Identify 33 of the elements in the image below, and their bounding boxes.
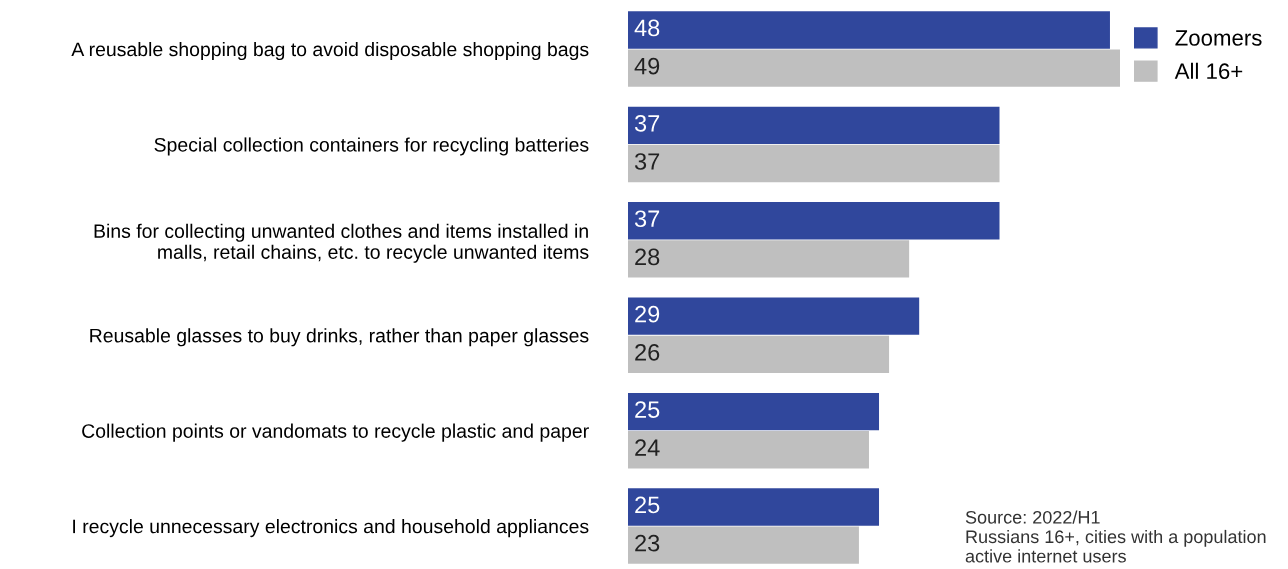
y-tick-label: Reusable glasses to buy drinks, rather than paper glasses	[90, 328, 589, 347]
data-label: 37	[634, 114, 660, 132]
data-label: 37	[634, 210, 660, 228]
bar	[628, 297, 920, 335]
bar	[628, 106, 1000, 145]
data-label: 28	[635, 248, 660, 266]
data-label: 49	[634, 57, 660, 75]
legend-label: All 16+	[1174, 62, 1243, 80]
bar	[628, 202, 1000, 240]
bar	[628, 144, 1000, 183]
data-label: 24	[635, 439, 660, 456]
data-label: 25	[635, 401, 660, 418]
data-label: 26	[635, 343, 660, 361]
bar	[628, 11, 1110, 49]
bar	[628, 431, 869, 469]
data-label: 37	[634, 153, 660, 170]
bar	[628, 240, 910, 278]
data-label: 25	[635, 496, 660, 514]
y-tick-label: A reusable shopping bag to avoid disposable shopping bags	[71, 41, 589, 61]
annotation: Source: 2022/H1 Russians 16+, cities with a population active internet users	[965, 510, 1266, 563]
y-tick-label: I recycle unnecessary electronics and household appliances	[73, 519, 589, 538]
y-tick-label: Bins for collecting unwanted clothes and items installed in malls, retail chains, etc. to recycle unwanted items	[94, 223, 589, 263]
data-label: 23	[635, 534, 660, 552]
bar	[628, 49, 1120, 87]
data-label: 29	[635, 305, 660, 323]
bar	[628, 392, 880, 431]
legend-label: Zoomers	[1175, 30, 1262, 46]
bar	[628, 488, 880, 526]
bar	[628, 335, 890, 374]
bar	[628, 526, 859, 564]
y-tick-label: Collection points or vandomats to recycle plastic and paper	[82, 423, 589, 442]
y-tick-label: Special collection containers for recycling batteries	[154, 137, 589, 156]
data-label: 48	[634, 19, 660, 37]
